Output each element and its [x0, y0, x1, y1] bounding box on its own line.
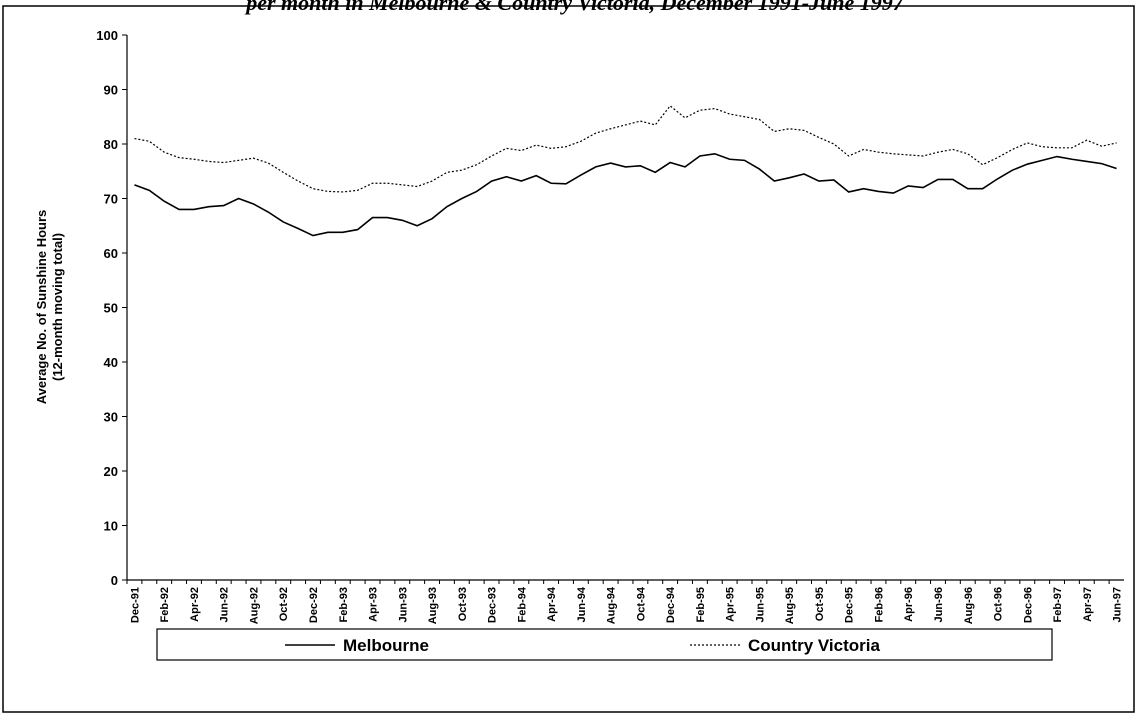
y-tick-label: 40 — [104, 355, 118, 370]
x-tick-label: Apr-95 — [725, 587, 737, 622]
x-tick-label: Apr-93 — [368, 587, 380, 622]
y-tick-label: 60 — [104, 246, 118, 261]
y-tick-label: 80 — [104, 137, 118, 152]
x-tick-label: Apr-94 — [546, 586, 558, 622]
legend: Melbourne Country Victoria — [156, 628, 1053, 661]
x-tick-label: Dec-96 — [1022, 587, 1034, 623]
y-tick-label: 20 — [104, 464, 118, 479]
y-axis-title: Average No. of Sunshine Hours (12-month … — [34, 210, 65, 405]
x-tick-label: Dec-91 — [129, 587, 141, 623]
y-tick-label: 0 — [111, 573, 118, 588]
x-tick-label: Jun-92 — [219, 587, 231, 622]
x-tick-label: Jun-96 — [933, 587, 945, 622]
y-tick-label: 30 — [104, 410, 118, 425]
x-tick-label: Dec-95 — [844, 587, 856, 623]
x-tick-label: Feb-97 — [1052, 587, 1064, 622]
x-tick-label: Aug-94 — [606, 586, 618, 624]
y-axis-title-line: Average No. of Sunshine Hours — [34, 210, 49, 405]
chart-title: per month in Melbourne & Country Victori… — [244, 0, 905, 15]
y-tick-label: 100 — [96, 28, 118, 43]
x-tick-label: Apr-96 — [903, 587, 915, 622]
x-tick-label: Oct-94 — [635, 586, 647, 621]
x-tick-label: Aug-92 — [248, 587, 260, 624]
x-tick-label: Apr-92 — [189, 587, 201, 622]
x-tick-label: Oct-95 — [814, 587, 826, 621]
x-tick-label: Apr-97 — [1082, 587, 1094, 622]
x-tick-label: Feb-93 — [338, 587, 350, 622]
y-tick-label: 10 — [104, 519, 118, 534]
x-tick-label: Aug-95 — [784, 587, 796, 624]
y-tick-label: 70 — [104, 192, 118, 207]
y-tick-label: 50 — [104, 301, 118, 316]
x-tick-label: Aug-96 — [963, 587, 975, 624]
legend-label: Country Victoria — [748, 636, 880, 655]
series-line — [134, 152, 1117, 237]
x-tick-label: Dec-93 — [487, 587, 499, 623]
x-tick-label: Jun-97 — [1112, 587, 1124, 622]
y-axis-title-line: (12-month moving total) — [50, 233, 65, 381]
x-tick-label: Feb-94 — [516, 586, 528, 622]
x-tick-label: Feb-96 — [873, 587, 885, 622]
x-tick-label: Oct-92 — [278, 587, 290, 621]
x-tick-label: Jun-94 — [576, 586, 588, 622]
x-tick-label: Dec-92 — [308, 587, 320, 623]
x-tick-label: Jun-93 — [397, 587, 409, 622]
x-tick-label: Dec-94 — [665, 586, 677, 623]
x-tick-label: Oct-96 — [993, 587, 1005, 621]
legend-label: Melbourne — [343, 636, 429, 655]
series-line — [134, 105, 1117, 193]
x-tick-label: Jun-95 — [754, 587, 766, 622]
x-tick-label: Oct-93 — [457, 587, 469, 621]
chart-frame — [2, 5, 1135, 713]
y-tick-label: 90 — [104, 83, 118, 98]
x-tick-label: Feb-95 — [695, 587, 707, 622]
x-tick-label: Aug-93 — [427, 587, 439, 624]
x-tick-label: Feb-92 — [159, 587, 171, 622]
